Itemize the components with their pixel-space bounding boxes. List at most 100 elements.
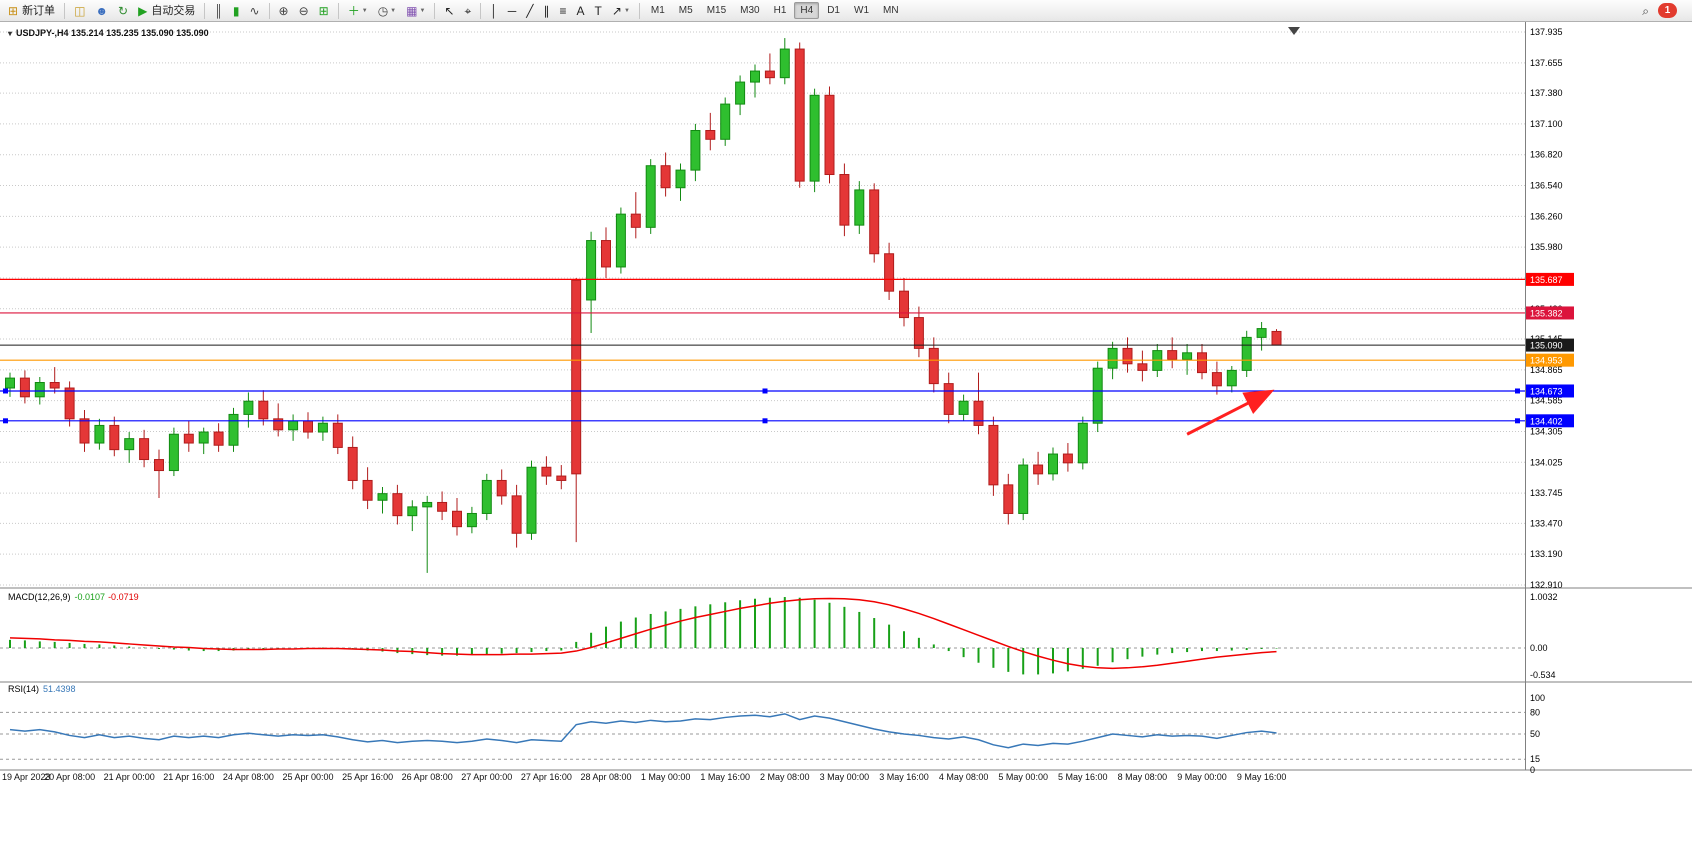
line-chart-button[interactable]: ∿ [245,1,263,21]
chart-area[interactable]: 137.935 137.655 137.380 137.100 136.820 136.5… [0,22,1692,853]
svg-text:50: 50 [1530,729,1540,739]
timeframe-m5-button[interactable]: M5 [678,5,693,16]
svg-text:134.585: 134.585 [1530,396,1563,406]
dropdown-caret-icon: ▼ [419,7,426,14]
vertical-line-icon: │ [490,3,498,18]
cursor-icon: ↖ [444,3,455,18]
chart-menu-icon[interactable]: ▾ [8,29,13,38]
bid-price-line-tag [1526,338,1574,352]
svg-text:137.935: 137.935 [1530,27,1563,37]
horizontal-lines[interactable] [0,278,1525,424]
svg-text:9 May 00:00: 9 May 00:00 [1177,772,1227,782]
svg-text:8 May 08:00: 8 May 08:00 [1118,772,1168,782]
timeframe-m30-button[interactable]: M30 [740,5,760,16]
candlestick-chart-button[interactable]: ▮ [229,1,244,21]
timeframe-m1-button[interactable]: M1 [650,5,665,16]
channel-icon: ∥ [543,3,550,18]
svg-text:-0.534: -0.534 [1530,670,1556,680]
text-label-icon: T [594,3,602,18]
new-order-label: 新订单 [22,4,56,17]
candles [5,38,1282,573]
horizontal-line-button[interactable]: ─ [504,1,521,21]
templates-button[interactable]: ▦ ▼ [402,1,429,21]
panel-borders [0,22,1692,771]
text-label-button[interactable]: T [591,1,606,21]
templates-icon: ▦ [406,3,418,18]
channel-button[interactable]: ∥ [540,1,554,21]
arrows-button[interactable]: ↗ ▼ [608,1,634,21]
svg-text:132.910: 132.910 [1530,580,1563,590]
svg-text:19 Apr 2023: 19 Apr 2023 [2,772,51,782]
community-icon: ☻ [95,3,109,18]
svg-text:27 Apr 00:00: 27 Apr 00:00 [461,772,512,782]
pivot-line-tag [1526,353,1574,367]
svg-text:3 May 00:00: 3 May 00:00 [820,772,870,782]
svg-text:21 Apr 00:00: 21 Apr 00:00 [104,772,155,782]
chart-shift-marker[interactable] [1288,27,1300,35]
svg-text:1.0032: 1.0032 [1530,592,1558,602]
text-button[interactable]: A [573,1,589,21]
bar-chart-button[interactable]: ║ [210,1,227,21]
timeframe-h4-button[interactable]: H4 [794,2,820,19]
search-button[interactable]: ⌕ [1638,1,1653,21]
dropdown-caret-icon: ▼ [390,7,397,14]
svg-text:27 Apr 16:00: 27 Apr 16:00 [521,772,572,782]
refresh-icon: ↻ [118,3,129,18]
svg-text:136.260: 136.260 [1530,211,1563,221]
trendline-button[interactable]: ╱ [522,1,537,21]
zoom-out-icon: ⊖ [298,3,309,18]
dropdown-caret-icon: ▼ [361,7,368,14]
toolbar-separator [638,2,640,19]
cursor-button[interactable]: ↖ [440,1,458,21]
refresh-button[interactable]: ↻ [114,1,132,21]
toolbar-separator [268,2,270,19]
svg-text:80: 80 [1530,707,1540,717]
svg-text:100: 100 [1530,693,1545,703]
timeframe-d1-button[interactable]: D1 [827,5,840,16]
search-icon: ⌕ [1642,3,1649,18]
text-icon: A [576,3,585,18]
price-chart[interactable]: 137.935 137.655 137.380 137.100 136.820 136.5… [0,22,1692,853]
candlestick-chart-icon: ▮ [232,3,240,18]
crosshair-button[interactable]: ⌖ [460,1,475,21]
timeframe-w1-button[interactable]: W1 [854,5,869,16]
svg-text:1 May 16:00: 1 May 16:00 [700,772,750,782]
zoom-in-button[interactable]: ⊕ [275,1,293,21]
svg-text:3 May 16:00: 3 May 16:00 [879,772,929,782]
trendline-icon: ╱ [526,3,534,18]
community-button[interactable]: ☻ [91,1,112,21]
new-order-button[interactable]: ⊞ 新订单 [4,1,59,21]
horizontal-line-icon: ─ [507,3,517,18]
arrow-annotation[interactable] [1186,389,1275,436]
fibonacci-icon: ≡ [559,3,567,18]
timeframe-m15-button[interactable]: M15 [706,5,727,16]
timeframe-h1-button[interactable]: H1 [773,5,787,16]
charts-button[interactable]: ◫ [70,1,89,21]
autotrading-label: 自动交易 [151,4,196,17]
zoom-out-button[interactable]: ⊖ [295,1,313,21]
vertical-line-button[interactable]: │ [486,1,502,21]
svg-text:133.470: 133.470 [1530,518,1563,528]
toolbar-separator [64,2,66,19]
timeframe-mn-button[interactable]: MN [883,5,899,16]
svg-text:0: 0 [1530,765,1535,775]
support-line-2-tag [1526,414,1574,428]
resistance-line-2-tag [1526,306,1574,320]
autotrading-button[interactable]: ▶ 自动交易 [134,1,199,21]
fibonacci-button[interactable]: ≡ [556,1,571,21]
dropdown-caret-icon: ▼ [623,7,630,14]
indicators-button[interactable]: ＋ ▼ [344,1,372,21]
svg-text:21 Apr 16:00: 21 Apr 16:00 [163,772,214,782]
periods-button[interactable]: ◷ ▼ [374,1,400,21]
price-axis[interactable]: 137.935 137.655 137.380 137.100 136.820 136.5… [1526,27,1574,590]
toolbar-separator [204,2,206,19]
toolbar-separator [337,2,339,19]
svg-text:136.820: 136.820 [1530,150,1563,160]
toolbar-separator [434,2,436,19]
tile-windows-button[interactable]: ⊞ [315,1,333,21]
notification-badge[interactable]: 1 [1658,3,1677,18]
resistance-line-1-tag [1526,272,1574,286]
svg-text:5 May 16:00: 5 May 16:00 [1058,772,1108,782]
svg-text:4 May 08:00: 4 May 08:00 [939,772,989,782]
